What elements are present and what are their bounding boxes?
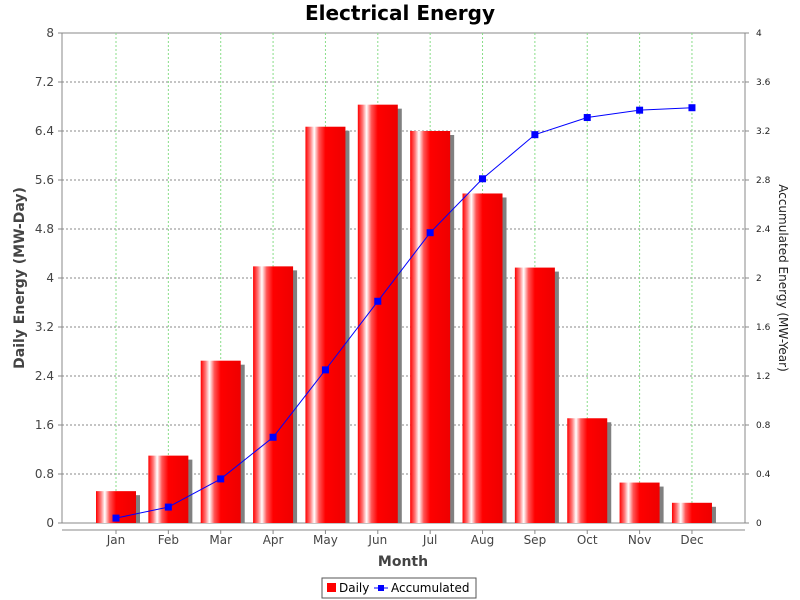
x-tick-label: Feb: [158, 533, 179, 547]
right-tick-label: 0.4: [756, 470, 771, 480]
daily-bar: [514, 267, 555, 523]
daily-bar: [253, 266, 294, 523]
accumulated-point: [321, 366, 329, 374]
accumulated-point: [636, 106, 644, 114]
x-tick-label: Oct: [577, 533, 598, 547]
left-tick-label: 3.2: [35, 320, 54, 334]
right-tick-label: 1.6: [756, 323, 771, 333]
x-axis-label: Month: [378, 554, 428, 570]
right-tick-label: 4: [756, 29, 762, 39]
x-tick-label: Dec: [680, 533, 703, 547]
grid-lines: [62, 33, 745, 523]
daily-bar: [148, 455, 189, 523]
accumulated-point: [374, 297, 382, 305]
legend: Daily Accumulated: [321, 577, 477, 599]
right-tick-label: 0.8: [756, 421, 771, 431]
daily-bar: [410, 131, 451, 523]
legend-daily-swatch: [327, 583, 336, 592]
accumulated-point: [112, 514, 120, 522]
legend-accumulated-label: Accumulated: [391, 581, 470, 595]
left-tick-label: 2.4: [35, 369, 54, 383]
x-axis-ticks: Jan Feb Mar Apr May Jun Jul Aug Sep Oct Nov Dec: [106, 530, 704, 547]
accumulated-point: [164, 503, 172, 511]
accumulated-point: [479, 175, 487, 183]
left-tick-label: 4.8: [35, 222, 54, 236]
left-tick-label: 5.6: [35, 173, 54, 187]
x-tick-label: Jul: [422, 533, 437, 547]
right-tick-label: 2.8: [756, 176, 771, 186]
x-tick-label: Sep: [524, 533, 547, 547]
right-axis-ticks: 0 0.4 0.8 1.2 1.6 2 2.4 2.8 3.2 3.6 4: [745, 29, 771, 529]
daily-bar: [462, 193, 503, 523]
right-tick-label: 2.4: [756, 225, 771, 235]
left-tick-label: 1.6: [35, 418, 54, 432]
daily-bar: [305, 126, 346, 524]
x-tick-label: Jun: [367, 533, 387, 547]
accumulated-line: [112, 104, 696, 522]
x-tick-label: Aug: [471, 533, 494, 547]
daily-bar: [567, 418, 608, 523]
left-tick-label: 7.2: [35, 75, 54, 89]
right-tick-label: 1.2: [756, 372, 770, 382]
accumulated-point: [217, 475, 225, 483]
legend-accumulated-swatch-marker: [378, 585, 384, 591]
right-tick-label: 2: [756, 274, 762, 284]
y2-axis-label: Accumulated Energy (MW-Year): [776, 184, 790, 372]
left-tick-label: 0.8: [35, 467, 54, 481]
x-tick-label: Mar: [209, 533, 232, 547]
daily-bar: [357, 104, 398, 523]
x-tick-label: Nov: [628, 533, 651, 547]
accumulated-point: [583, 114, 591, 122]
x-tick-label: Jan: [106, 533, 126, 547]
left-tick-label: 8: [46, 26, 54, 40]
right-tick-label: 3.2: [756, 127, 770, 137]
x-tick-label: Apr: [263, 533, 284, 547]
left-tick-label: 0: [46, 516, 54, 530]
x-tick-label: May: [313, 533, 338, 547]
daily-bars: [96, 104, 712, 524]
accumulated-point: [688, 104, 696, 112]
daily-bar: [619, 482, 660, 523]
right-tick-label: 0: [756, 519, 762, 529]
accumulated-point: [426, 229, 434, 237]
left-axis-ticks: 0 0.8 1.6 2.4 3.2 4 4.8 5.6 6.4 7.2 8: [35, 26, 62, 530]
daily-bar: [671, 502, 712, 523]
daily-bar: [200, 360, 241, 523]
chart-title: Electrical Energy: [305, 1, 495, 25]
accumulated-point: [269, 433, 277, 441]
legend-daily-label: Daily: [339, 581, 369, 595]
accumulated-polyline: [115, 107, 692, 519]
left-tick-label: 6.4: [35, 124, 54, 138]
right-tick-label: 3.6: [756, 78, 771, 88]
legend-box: [321, 577, 477, 599]
left-tick-label: 4: [46, 271, 54, 285]
accumulated-point: [531, 131, 539, 139]
y-axis-label: Daily Energy (MW-Day): [12, 187, 28, 369]
